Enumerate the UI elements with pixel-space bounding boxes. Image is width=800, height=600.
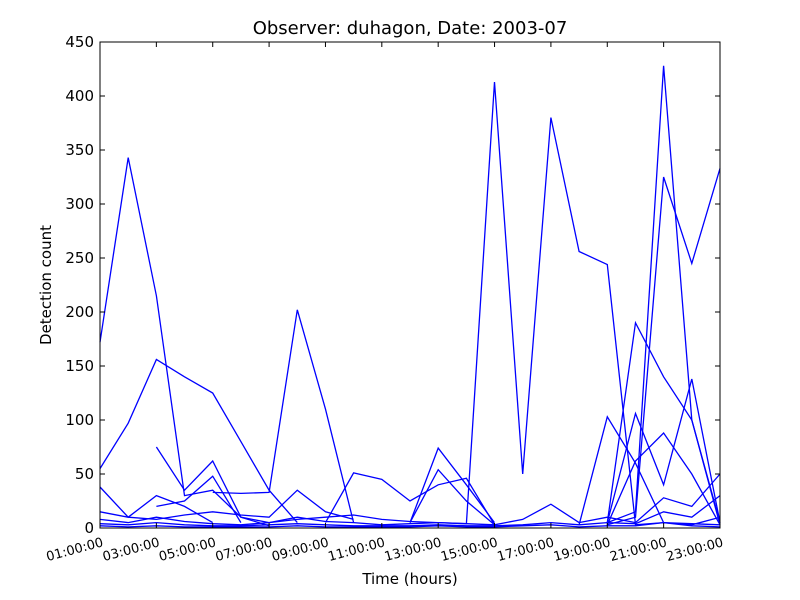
- series-line-18: [99, 495, 721, 527]
- plot-lines: [99, 65, 721, 528]
- series-line-2: [607, 65, 721, 524]
- x-tick-label: 23:00:00: [665, 535, 725, 565]
- series-line-19: [99, 516, 721, 528]
- x-tick-label: 07:00:00: [214, 535, 274, 565]
- y-tick-label: 100: [65, 411, 94, 429]
- series-line-14: [606, 431, 721, 526]
- series-line-16: [99, 489, 354, 521]
- series-line-15: [156, 475, 242, 523]
- series-line-10: [409, 446, 496, 523]
- y-tick-label: 0: [84, 519, 94, 537]
- x-tick-label: 11:00:00: [327, 535, 387, 565]
- x-tick-label: 19:00:00: [552, 535, 612, 565]
- y-tick-label: 250: [65, 249, 94, 267]
- series-line-4: [99, 358, 298, 524]
- x-tick-label: 17:00:00: [496, 535, 556, 565]
- series-line-7: [606, 320, 721, 525]
- x-tick-label: 01:00:00: [45, 535, 105, 565]
- x-tick-label: 15:00:00: [439, 535, 499, 565]
- series-line-6: [578, 415, 721, 528]
- y-tick-label: 200: [65, 303, 94, 321]
- series-line-12: [324, 472, 496, 526]
- series-line-3: [607, 168, 721, 526]
- chart-title: Observer: duhagon, Date: 2003-07: [253, 18, 568, 39]
- x-axis-label: Time (hours): [361, 570, 457, 588]
- x-tick-label: 05:00:00: [157, 535, 217, 565]
- series-line-5: [212, 309, 355, 523]
- x-tick-label: 13:00:00: [383, 535, 443, 565]
- x-tick-label: 21:00:00: [608, 535, 668, 565]
- y-tick-label: 300: [65, 195, 94, 213]
- series-line-11: [409, 468, 495, 526]
- x-axis: 01:00:0003:00:0005:00:0007:00:0009:00:00…: [45, 42, 725, 565]
- series-line-13: [606, 378, 721, 523]
- y-axis-label: Detection count: [37, 225, 55, 345]
- y-tick-label: 350: [65, 141, 94, 159]
- series-line-1: [99, 81, 721, 526]
- series-line-8: [155, 446, 270, 527]
- y-tick-label: 50: [75, 465, 94, 483]
- y-tick-label: 400: [65, 87, 94, 105]
- x-tick-label: 03:00:00: [101, 535, 161, 565]
- y-tick-label: 450: [65, 33, 94, 51]
- y-axis: 0 50 100 150 200 250 300 350 400 450: [65, 33, 720, 537]
- series-line-17: [99, 473, 721, 526]
- plot-frame: [99, 41, 721, 529]
- x-tick-label: 09:00:00: [270, 535, 330, 565]
- series-line-9: [99, 486, 214, 524]
- y-tick-label: 150: [65, 357, 94, 375]
